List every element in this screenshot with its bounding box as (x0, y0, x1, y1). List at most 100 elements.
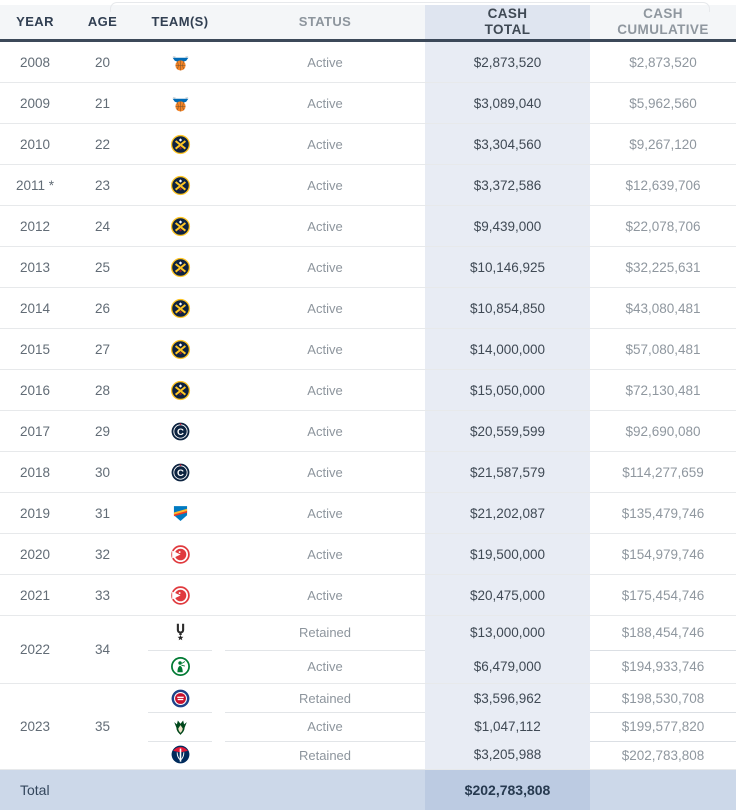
cash-cumulative-cell: $114,277,659 (622, 464, 704, 480)
total-label: Total (20, 782, 50, 798)
age-cell: 29 (94, 423, 111, 439)
clippers-logo-icon[interactable]: C (170, 462, 191, 483)
nuggets-logo-icon[interactable] (170, 380, 191, 401)
table-row: 2018 30 C Active $21,587,579 $114,277,65… (0, 452, 736, 493)
row-entries: C Active $21,587,579 $114,277,659 (135, 452, 736, 492)
nuggets-logo-icon[interactable] (170, 257, 191, 278)
table-body: 2008 20 Active $2,873,520 $2,873,520 200… (0, 42, 736, 770)
team-cell: C (135, 452, 225, 492)
column-header-cash-cumulative-sublabel: CUMULATIVE (617, 21, 709, 37)
nuggets-logo-icon[interactable] (170, 175, 191, 196)
team-entry: Active $10,854,850 $43,080,481 (135, 288, 736, 328)
hawks-logo-icon[interactable] (170, 544, 191, 565)
celtics-logo-icon[interactable] (170, 656, 191, 677)
column-header-year-label: YEAR (16, 13, 54, 29)
team-cell (135, 684, 225, 712)
team-entry: Active $1,047,112 $199,577,820 (135, 712, 736, 741)
nuggets-logo-icon[interactable] (170, 298, 191, 319)
age-cell: 32 (94, 546, 111, 562)
status-cell: Retained (298, 625, 352, 641)
column-header-cash-total-label: CASH (487, 5, 528, 21)
status-cell: Active (307, 259, 343, 275)
spurs-logo-icon[interactable] (170, 622, 191, 643)
nuggets-logo-icon[interactable] (170, 216, 191, 237)
row-entries: Active $15,050,000 $72,130,481 (135, 370, 736, 410)
age-cell: 26 (94, 300, 111, 316)
status-cell: Active (307, 177, 343, 193)
column-header-cash-cumulative: CASH CUMULATIVE (590, 5, 736, 39)
column-header-status: STATUS (225, 5, 425, 39)
age-cell: 28 (94, 382, 111, 398)
table-row: 2021 33 Active $20,475,000 $175,454,746 (0, 575, 736, 616)
year-cell: 2020 (19, 546, 51, 562)
row-entries: C Active $20,559,599 $92,690,080 (135, 411, 736, 451)
table-row: 2015 27 Active $14,000,000 $57,080,481 (0, 329, 736, 370)
table-row: 2016 28 Active $15,050,000 $72,130,481 (0, 370, 736, 411)
team-cell (135, 206, 225, 246)
nuggets-logo-icon[interactable] (170, 339, 191, 360)
clippers-logo-icon[interactable]: C (170, 421, 191, 442)
team-entry: Active $21,202,087 $135,479,746 (135, 493, 736, 533)
column-header-teams-label: TEAM(S) (151, 13, 209, 29)
table-row: 2009 21 Active $3,089,040 $5,962,560 (0, 83, 736, 124)
knicks-logo-icon[interactable] (170, 93, 191, 114)
age-cell: 23 (94, 177, 111, 193)
hawks-logo-icon[interactable] (170, 585, 191, 606)
team-entry: Active $20,475,000 $175,454,746 (135, 575, 736, 615)
cash-cumulative-cell: $43,080,481 (625, 300, 701, 316)
team-cell (135, 42, 225, 82)
status-cell: Active (307, 341, 343, 357)
table-header: YEAR AGE TEAM(S) STATUS CASH TOTAL CASH … (0, 5, 736, 42)
pistons-logo-icon[interactable] (170, 688, 191, 709)
cash-total-cell: $14,000,000 (425, 329, 590, 369)
knicks-logo-icon[interactable] (170, 52, 191, 73)
team-entry: Active $19,500,000 $154,979,746 (135, 534, 736, 574)
cash-total-cell: $6,479,000 (425, 649, 590, 683)
team-cell (135, 534, 225, 574)
year-cell: 2022 (19, 642, 51, 657)
table-row: 2013 25 Active $10,146,925 $32,225,631 (0, 247, 736, 288)
bucks-logo-icon[interactable] (170, 716, 191, 737)
row-entries: Active $9,439,000 $22,078,706 (135, 206, 736, 246)
year-cell: 2012 (19, 218, 51, 234)
status-cell: Active (307, 95, 343, 111)
status-cell: Active (307, 464, 343, 480)
team-cell (135, 329, 225, 369)
team-entry: Active $3,089,040 $5,962,560 (135, 83, 736, 123)
team-entry: Active $3,304,560 $9,267,120 (135, 124, 736, 164)
cash-cumulative-cell: $175,454,746 (621, 587, 705, 603)
team-entry: Active $9,439,000 $22,078,706 (135, 206, 736, 246)
cash-total-cell: $21,202,087 (425, 493, 590, 533)
team-entry: Active $15,050,000 $72,130,481 (135, 370, 736, 410)
cash-cumulative-cell: $154,979,746 (621, 546, 705, 562)
row-entries: Active $2,873,520 $2,873,520 (135, 42, 736, 82)
cash-total-cell: $15,050,000 (425, 370, 590, 410)
team-cell (135, 124, 225, 164)
team-entry: Active $3,372,586 $12,639,706 (135, 165, 736, 205)
team-entry: C Active $20,559,599 $92,690,080 (135, 411, 736, 451)
thunder-logo-icon[interactable] (170, 503, 191, 524)
total-cash-value: $202,783,808 (425, 770, 590, 810)
cash-cumulative-cell: $188,454,746 (621, 625, 705, 641)
cash-cumulative-cell: $198,530,708 (621, 690, 705, 706)
cash-total-cell: $20,559,599 (425, 411, 590, 451)
row-entries: Retained $13,000,000 $188,454,746 Active… (135, 616, 736, 683)
age-cell: 22 (94, 136, 111, 152)
team-entry: Retained $3,596,962 $198,530,708 (135, 684, 736, 713)
cash-total-cell: $10,146,925 (425, 247, 590, 287)
cash-cumulative-cell: $12,639,706 (625, 177, 701, 193)
status-cell: Active (307, 54, 343, 70)
cash-cumulative-cell: $199,577,820 (590, 712, 736, 740)
total-row: Total $202,783,808 (0, 770, 736, 810)
nuggets-logo-icon[interactable] (170, 134, 191, 155)
wizards-logo-icon[interactable] (170, 744, 191, 765)
cash-cumulative-cell: $92,690,080 (625, 423, 701, 439)
status-cell: Active (307, 505, 343, 521)
year-cell: 2010 (19, 136, 51, 152)
row-entries: Active $10,146,925 $32,225,631 (135, 247, 736, 287)
row-entries: Active $3,304,560 $9,267,120 (135, 124, 736, 164)
cash-cumulative-cell: $22,078,706 (625, 218, 701, 234)
status-cell: Active (307, 382, 343, 398)
column-header-year: YEAR (0, 5, 70, 39)
team-cell (135, 370, 225, 410)
